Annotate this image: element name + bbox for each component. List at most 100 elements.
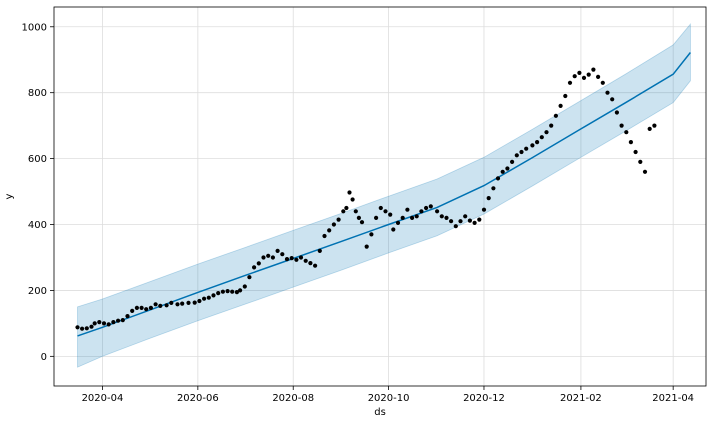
x-tick-label: 2021-02	[560, 393, 602, 404]
observed-point	[383, 209, 388, 214]
observed-point	[553, 113, 559, 118]
observed-point	[186, 300, 191, 305]
observed-point	[524, 146, 529, 151]
observed-point	[84, 326, 89, 331]
observed-point	[284, 257, 290, 262]
observed-point	[280, 252, 285, 257]
observed-point	[642, 169, 648, 174]
observed-point	[247, 275, 252, 280]
x-tick-label: 2020-04	[82, 393, 124, 404]
observed-point	[633, 149, 638, 155]
observed-point	[344, 205, 349, 211]
observed-point	[238, 288, 243, 293]
observed-point	[486, 196, 491, 201]
grid-layer	[54, 7, 706, 386]
observed-point	[275, 248, 280, 253]
observed-point	[600, 80, 605, 85]
observed-point	[261, 255, 266, 260]
observed-point	[341, 209, 346, 214]
observed-point	[619, 123, 624, 128]
observed-point	[419, 209, 424, 214]
observed-point	[400, 215, 405, 220]
x-axis-label: ds	[374, 407, 386, 418]
observed-point	[230, 289, 235, 294]
observed-point	[369, 232, 374, 237]
observed-point	[97, 320, 102, 325]
observed-point	[509, 159, 515, 164]
x-axis-ticks: 2020-04 2020-06 2020-08 2020-10 2020-12 2021-…	[82, 386, 694, 404]
observed-point	[414, 214, 419, 219]
observed-point	[628, 140, 634, 145]
observed-point	[336, 217, 341, 222]
x-tick-label: 2020-12	[463, 393, 505, 404]
observed-point	[298, 255, 304, 260]
observed-point	[610, 97, 615, 102]
y-tick-label: 200	[28, 286, 47, 297]
observed-point	[481, 207, 487, 212]
observed-point	[444, 215, 449, 220]
y-axis-label: y	[4, 193, 15, 199]
observed-point	[211, 293, 216, 298]
observed-point	[410, 215, 415, 220]
observed-point	[624, 130, 629, 135]
observed-point	[266, 253, 271, 258]
observed-point	[359, 220, 365, 225]
observed-point	[139, 305, 144, 310]
observed-point	[169, 300, 174, 305]
observed-point	[256, 261, 261, 266]
observed-point	[388, 212, 393, 217]
observed-point	[638, 159, 643, 164]
x-tick-label: 2020-10	[368, 393, 410, 404]
observed-point	[581, 75, 587, 80]
observed-points-layer	[75, 67, 657, 331]
observed-point	[467, 218, 472, 223]
plot-frame	[53, 6, 707, 387]
observed-point	[453, 224, 458, 229]
observed-point	[374, 215, 379, 220]
observed-point	[294, 257, 299, 262]
observed-point	[605, 90, 610, 95]
observed-point	[134, 305, 139, 310]
observed-point	[500, 169, 505, 174]
observed-point	[317, 248, 322, 253]
observed-point	[220, 289, 225, 294]
observed-point	[463, 214, 468, 219]
observed-point	[252, 265, 257, 270]
observed-point	[101, 321, 107, 326]
observed-point	[505, 166, 510, 171]
observed-point	[206, 295, 211, 300]
observed-point	[322, 233, 327, 239]
observed-point	[530, 143, 535, 148]
y-tick-label: 400	[28, 220, 47, 231]
observed-point	[202, 296, 207, 301]
observed-point	[153, 302, 158, 307]
observed-point	[106, 322, 111, 327]
x-tick-label: 2020-06	[177, 393, 219, 404]
x-tick-label: 2021-04	[652, 393, 694, 404]
observed-point	[495, 176, 501, 181]
observed-point	[350, 197, 355, 202]
observed-point	[144, 307, 149, 312]
observed-point	[80, 326, 85, 331]
observed-point	[197, 298, 202, 304]
observed-point	[356, 215, 361, 220]
observed-point	[472, 220, 477, 225]
observed-point	[89, 324, 94, 329]
observed-point	[116, 318, 121, 323]
x-tick-label: 2020-08	[272, 393, 314, 404]
observed-point	[577, 70, 582, 75]
observed-point	[331, 222, 336, 227]
observed-point	[567, 80, 573, 85]
observed-point	[558, 103, 563, 108]
observed-point	[477, 217, 482, 222]
observed-point	[308, 261, 313, 266]
observed-point	[327, 228, 332, 233]
y-tick-label: 600	[28, 154, 47, 165]
observed-point	[180, 301, 185, 306]
observed-point	[405, 207, 410, 212]
observed-point	[130, 308, 135, 313]
y-tick-label: 800	[28, 88, 47, 99]
observed-point	[586, 72, 591, 77]
observed-point	[216, 291, 221, 296]
observed-point	[428, 204, 433, 209]
